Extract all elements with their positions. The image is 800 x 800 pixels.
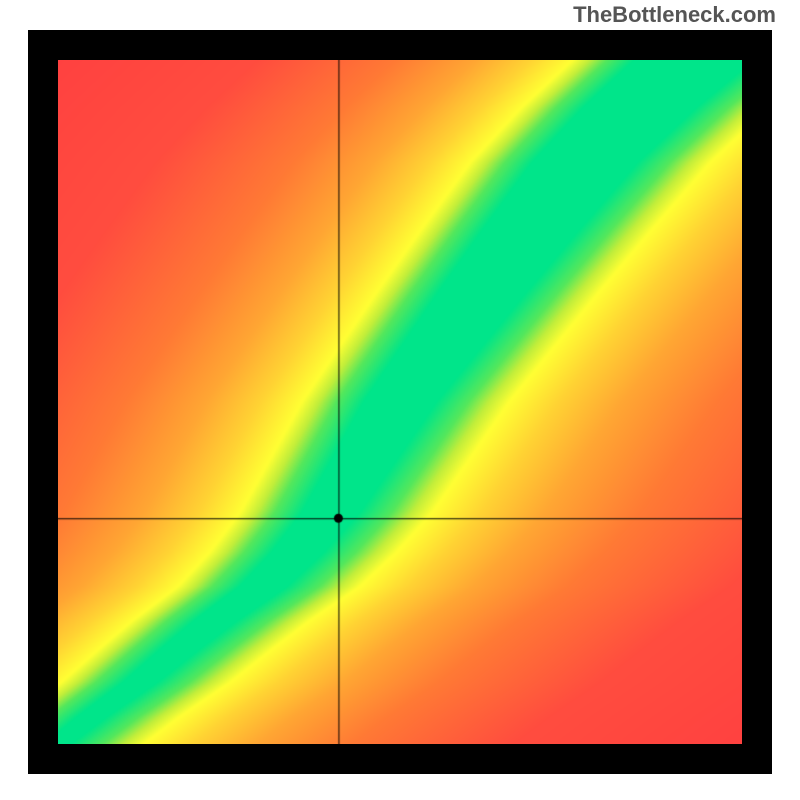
bottleneck-heatmap xyxy=(58,60,742,744)
chart-border xyxy=(28,30,772,774)
watermark-text: TheBottleneck.com xyxy=(573,2,776,28)
